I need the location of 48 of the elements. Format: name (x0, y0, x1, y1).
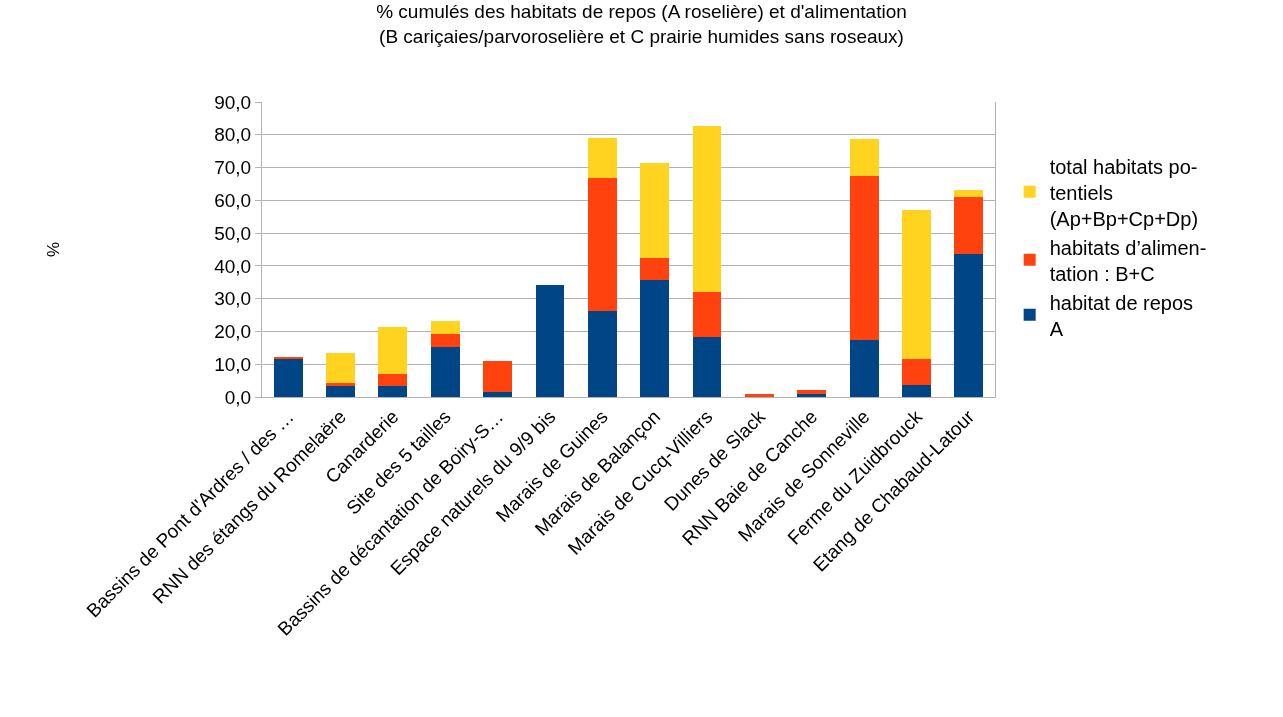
y-tick-label: 90,0 (214, 91, 252, 113)
bar (378, 326, 408, 374)
bar (326, 382, 355, 386)
bar (640, 162, 670, 259)
y-tick-label: 50,0 (214, 222, 252, 244)
y-tick-label: 60,0 (214, 189, 252, 211)
bar (430, 333, 460, 347)
bar (797, 390, 827, 395)
y-tick-label: 30,0 (214, 288, 252, 310)
legend-label: habitat de repos A (1049, 291, 1194, 340)
bar (640, 258, 670, 281)
bar (587, 138, 617, 178)
bar (902, 209, 931, 359)
chart-title: % cumulés des habitats de repos (A roselière) et d'alimentation (B cariçaies/parvoroselière et C prairie humides sans roseaux) (376, 0, 907, 47)
bar (849, 175, 879, 340)
y-tick-label: 20,0 (214, 321, 252, 343)
bar (692, 292, 722, 337)
bar (587, 177, 617, 312)
bar (954, 254, 984, 397)
bar (640, 280, 670, 397)
bar (378, 385, 408, 397)
bar (430, 346, 460, 397)
bar (954, 189, 984, 197)
bar (849, 139, 879, 176)
bar (587, 311, 617, 397)
bar (849, 339, 879, 397)
bar (326, 352, 355, 383)
bar (954, 196, 984, 255)
y-tick-label: 80,0 (214, 124, 252, 146)
bar (692, 336, 722, 397)
y-tick-label: 40,0 (214, 255, 252, 277)
y-axis-title: % (43, 241, 63, 258)
bar (692, 126, 722, 293)
y-tick-label: 0,0 (224, 386, 252, 408)
legend-label: total habitats po- tentiels (Ap+Bp+Cp+Dp) (1049, 155, 1199, 230)
y-tick-label: 70,0 (214, 157, 252, 179)
bar (483, 392, 513, 397)
bar (902, 384, 931, 397)
bar (430, 320, 460, 334)
y-tick-label: 10,0 (214, 353, 252, 375)
bar (378, 373, 408, 386)
bar (273, 358, 303, 397)
bar (902, 358, 931, 385)
bar (326, 385, 355, 397)
bar (744, 394, 774, 397)
bar (535, 285, 565, 397)
bar (797, 394, 827, 397)
bar (483, 360, 513, 393)
